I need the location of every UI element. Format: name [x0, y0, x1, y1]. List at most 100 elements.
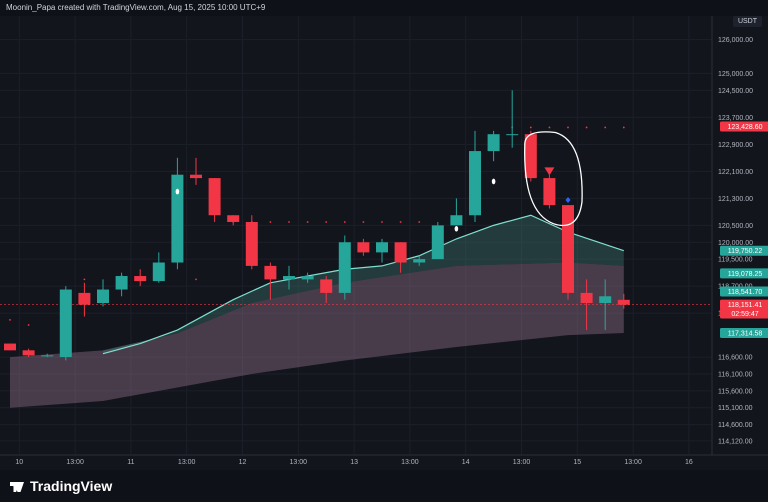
- indicator-band-upper: [103, 215, 624, 354]
- candle-body: [22, 350, 35, 356]
- price-label-badge: [720, 121, 768, 132]
- trailing-stop-dot: [567, 126, 569, 129]
- price-label-badge: [720, 299, 768, 310]
- trailing-stop-dot: [604, 126, 607, 129]
- candle-body: [580, 292, 593, 304]
- candle-body: [171, 174, 184, 263]
- candle-body: [264, 265, 277, 280]
- price-tick-label: 116,600.00: [718, 355, 753, 362]
- trailing-stop-dot: [381, 221, 383, 223]
- candle-body: [338, 242, 351, 293]
- price-label-badge: [720, 308, 768, 319]
- trailing-stop-dot: [27, 324, 30, 326]
- price-tick-label: 120,500.00: [718, 223, 753, 230]
- price-label-text: 123,428.60: [727, 124, 762, 131]
- price-tick-label: 119,500.00: [718, 257, 753, 264]
- candle-body: [469, 151, 481, 216]
- tradingview-icon: [10, 482, 24, 492]
- price-label-text: 119,078.25: [728, 271, 763, 278]
- time-tick-label: 10: [15, 459, 23, 466]
- price-label-text: 02:59:47: [731, 311, 758, 318]
- candle-body: [190, 174, 202, 179]
- candle-body: [413, 259, 426, 263]
- indicator-band-lower: [10, 262, 624, 408]
- price-label-badge: [720, 268, 768, 279]
- candle-body: [115, 276, 128, 290]
- candle-body: [134, 276, 147, 282]
- tradingview-logo: TradingView: [10, 478, 112, 494]
- signal-marker-oval: [454, 225, 459, 232]
- price-tick-label: 120,000.00: [718, 240, 753, 247]
- price-tick-label: 115,600.00: [718, 388, 753, 395]
- trailing-stop-dot: [9, 319, 11, 321]
- candle-body: [245, 221, 258, 266]
- trailing-stop-dot: [343, 221, 346, 223]
- price-tick-label: 121,300.00: [718, 196, 753, 203]
- candle-body: [431, 225, 444, 260]
- candle-body: [301, 276, 314, 280]
- candle-body: [227, 215, 240, 222]
- price-tick-label: 125,000.00: [718, 71, 753, 78]
- trailing-stop-dot: [306, 221, 309, 223]
- time-tick-label: 13:00: [66, 459, 84, 466]
- candle-body: [357, 242, 370, 253]
- trailing-stop-dot: [622, 126, 625, 129]
- brand-name: TradingView: [30, 478, 113, 494]
- currency-badge[interactable]: USDT: [732, 16, 762, 27]
- price-tick-label: 122,900.00: [718, 142, 753, 149]
- time-tick-label: 12: [239, 459, 247, 466]
- time-tick-label: 13:00: [290, 459, 308, 466]
- chart-header: Moonin_Papa created with TradingView.com…: [0, 0, 768, 16]
- time-tick-label: 15: [573, 459, 581, 466]
- candle-body: [506, 134, 519, 136]
- trailing-stop-dot: [585, 126, 588, 129]
- time-tick-label: 13: [350, 459, 358, 466]
- candle-body: [152, 262, 165, 282]
- candle-body: [208, 178, 221, 216]
- trailing-stop-dot: [325, 221, 328, 223]
- time-tick-label: 13:00: [178, 459, 196, 466]
- trailing-stop-dot: [548, 126, 551, 129]
- ema-line: [102, 214, 624, 355]
- price-tick-label: 122,100.00: [718, 169, 753, 176]
- time-tick-label: 13:00: [401, 459, 419, 466]
- candle-body: [450, 215, 463, 226]
- trailing-stop-dot: [288, 221, 290, 223]
- footer: TradingView: [0, 470, 768, 502]
- price-label-badge: [720, 286, 768, 297]
- signal-marker-triangle: [544, 167, 555, 176]
- trailing-stop-dot: [529, 126, 532, 129]
- trailing-stop-dot: [418, 221, 421, 223]
- price-tick-label: 123,700.00: [718, 115, 753, 122]
- candle-body: [97, 289, 109, 304]
- trailing-stop-dot: [362, 221, 365, 223]
- price-tick-label: 114,120.00: [718, 438, 753, 445]
- candle-body: [41, 355, 54, 357]
- plot-background: [0, 16, 712, 455]
- annotation-circle: [524, 131, 583, 227]
- trailing-stop-dot: [269, 221, 272, 223]
- price-label-text: 118,541.70: [728, 289, 763, 296]
- candle-body: [394, 242, 407, 263]
- candle-body: [562, 205, 574, 293]
- price-tick-label: 124,500.00: [718, 88, 753, 95]
- candle-body: [4, 343, 16, 351]
- price-tick-label: 114,600.00: [718, 422, 753, 429]
- time-tick-label: 14: [462, 459, 470, 466]
- price-label-text: 119,750.22: [728, 248, 763, 255]
- candlestick-chart[interactable]: 126,000.00 125,000.00 124,500.00 123,700.00…: [0, 0, 768, 470]
- signal-marker-oval: [175, 188, 180, 195]
- candle-body: [524, 134, 537, 179]
- candle-body: [543, 178, 556, 206]
- price-tick-label: 126,000.00: [718, 37, 753, 44]
- candle-body: [617, 299, 630, 305]
- candle-body: [59, 289, 72, 358]
- price-label-text: 118,151.41: [728, 302, 763, 309]
- candle-body: [376, 242, 388, 253]
- trailing-stop-dot: [83, 278, 86, 281]
- signal-marker-oval: [491, 178, 496, 185]
- time-tick-label: 13:00: [624, 459, 642, 466]
- trailing-stop-dot: [195, 278, 197, 281]
- trailing-stop-dot: [399, 221, 402, 223]
